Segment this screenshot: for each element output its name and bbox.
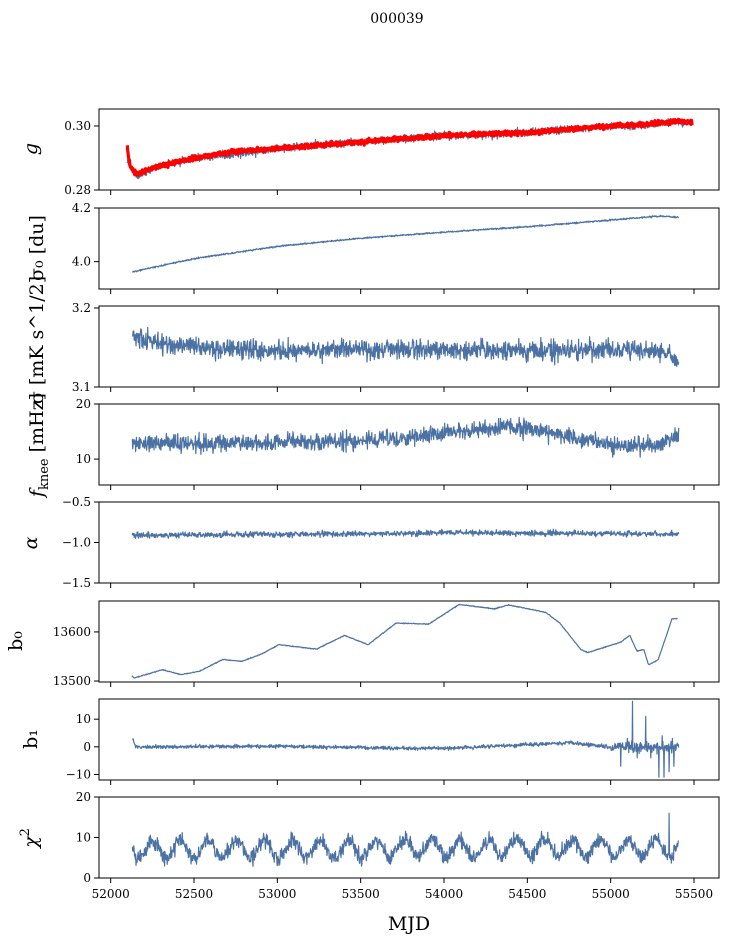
y-axis-label-g: g xyxy=(20,143,42,155)
x-tick-label: 54000 xyxy=(425,887,463,901)
y-axis-label-b1: b₁ xyxy=(20,729,42,749)
series-line-chi2 xyxy=(131,812,679,867)
y-axis-label-alpha: α xyxy=(20,536,42,549)
y-axis-label-chi2: χ2 xyxy=(18,828,42,850)
x-tick-label: 53500 xyxy=(342,887,380,901)
series-line-sigma0 xyxy=(131,214,679,273)
y-tick-label: −10 xyxy=(66,767,91,781)
x-tick-label: 52500 xyxy=(175,887,213,901)
y-axis-label-b0: b₀ xyxy=(5,631,27,651)
x-tick-label: 53000 xyxy=(258,887,296,901)
y-tick-label: −1.0 xyxy=(62,536,91,550)
panel-sigma: 3.1 3.2 σ [mK s^1/2] xyxy=(26,276,720,404)
y-tick-label: 3.1 xyxy=(72,380,91,394)
panel-b1: −10 0 10 b₁ xyxy=(20,698,720,785)
y-tick-label: −0.5 xyxy=(62,495,91,509)
y-tick-label: 4.2 xyxy=(72,201,91,215)
y-tick-label: 13600 xyxy=(53,625,91,639)
x-tick-label: 55500 xyxy=(675,887,713,901)
panel-g: 0.28 0.30 g xyxy=(20,108,720,197)
panel-sigma0: 4.0 4.2 σ₀ [du] xyxy=(26,201,720,294)
series-line-sigma xyxy=(132,326,680,367)
panel-chi2: 0 10 20 52000 52500 53000 53500 54000 54500 55000… xyxy=(18,790,720,901)
x-axis-label: MJD xyxy=(388,913,430,935)
y-tick-label: 13500 xyxy=(53,674,91,688)
y-tick-label: 0.30 xyxy=(64,119,91,133)
y-axis-label-sigma0: σ₀ [du] xyxy=(26,215,48,281)
y-tick-label: 10 xyxy=(76,452,91,466)
axes-frame xyxy=(98,501,720,584)
y-tick-label: 20 xyxy=(76,790,91,804)
y-tick-label: −1.5 xyxy=(62,576,91,590)
y-tick-label: 10 xyxy=(76,712,91,726)
axes-frame xyxy=(98,305,720,388)
series-line-b1 xyxy=(131,700,680,778)
series-line-g-fit xyxy=(125,117,694,177)
series-line-fknee xyxy=(131,416,680,458)
axes-frame xyxy=(98,403,720,486)
series-line-b0 xyxy=(131,603,678,679)
series-line-alpha xyxy=(131,528,680,539)
panel-b0: 13500 13600 b₀ xyxy=(5,600,720,688)
panel-fknee: 10 20 fknee [mHz] xyxy=(26,393,720,499)
y-tick-label: 0 xyxy=(83,740,91,754)
y-tick-label: 3.2 xyxy=(72,301,91,315)
axes-frame xyxy=(98,600,720,683)
y-axis-label-sigma: σ [mK s^1/2] xyxy=(26,276,48,404)
y-tick-label: 0.28 xyxy=(64,183,91,197)
axes-frame xyxy=(98,108,720,191)
y-tick-label: 4.0 xyxy=(72,255,91,269)
y-tick-label: 0 xyxy=(83,871,91,885)
x-tick-label: 55000 xyxy=(592,887,630,901)
x-tick-label: 52000 xyxy=(92,887,130,901)
axes-frame xyxy=(98,207,720,290)
figure-title: 000039 xyxy=(370,11,423,27)
y-axis-label-fknee: fknee [mHz] xyxy=(26,393,52,499)
y-tick-label: 10 xyxy=(76,831,91,845)
x-tick-label: 54500 xyxy=(508,887,546,901)
panel-alpha: −1.5 −1.0 −0.5 α xyxy=(20,495,720,590)
axes-frame xyxy=(98,698,720,781)
y-tick-label: 20 xyxy=(76,397,91,411)
